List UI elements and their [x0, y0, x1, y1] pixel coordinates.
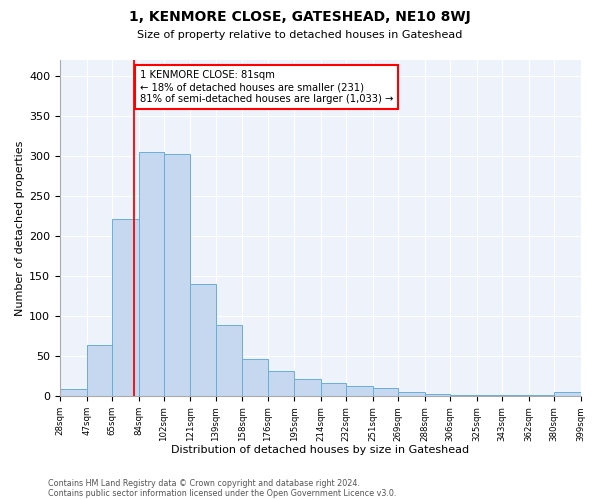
Bar [346, 386, 373, 396]
Bar [295, 378, 321, 396]
Y-axis label: Number of detached properties: Number of detached properties [15, 140, 25, 316]
Text: 1, KENMORE CLOSE, GATESHEAD, NE10 8WJ: 1, KENMORE CLOSE, GATESHEAD, NE10 8WJ [129, 10, 471, 24]
Bar [554, 392, 581, 396]
Bar [425, 394, 450, 396]
Bar [450, 394, 476, 396]
Text: Contains HM Land Registry data © Crown copyright and database right 2024.: Contains HM Land Registry data © Crown c… [48, 478, 360, 488]
Bar [190, 284, 216, 396]
Text: Size of property relative to detached houses in Gateshead: Size of property relative to detached ho… [137, 30, 463, 40]
Text: 1 KENMORE CLOSE: 81sqm
← 18% of detached houses are smaller (231)
81% of semi-de: 1 KENMORE CLOSE: 81sqm ← 18% of detached… [140, 70, 394, 104]
Bar [60, 389, 86, 396]
Bar [139, 152, 164, 396]
Bar [398, 392, 425, 396]
Bar [321, 384, 346, 396]
Text: Contains public sector information licensed under the Open Government Licence v3: Contains public sector information licen… [48, 488, 397, 498]
Bar [242, 360, 268, 396]
Bar [373, 388, 398, 396]
X-axis label: Distribution of detached houses by size in Gateshead: Distribution of detached houses by size … [171, 445, 469, 455]
Bar [112, 220, 139, 396]
Bar [216, 325, 242, 396]
Bar [164, 154, 190, 396]
Bar [268, 372, 295, 396]
Bar [476, 394, 502, 396]
Bar [502, 394, 529, 396]
Bar [86, 345, 112, 396]
